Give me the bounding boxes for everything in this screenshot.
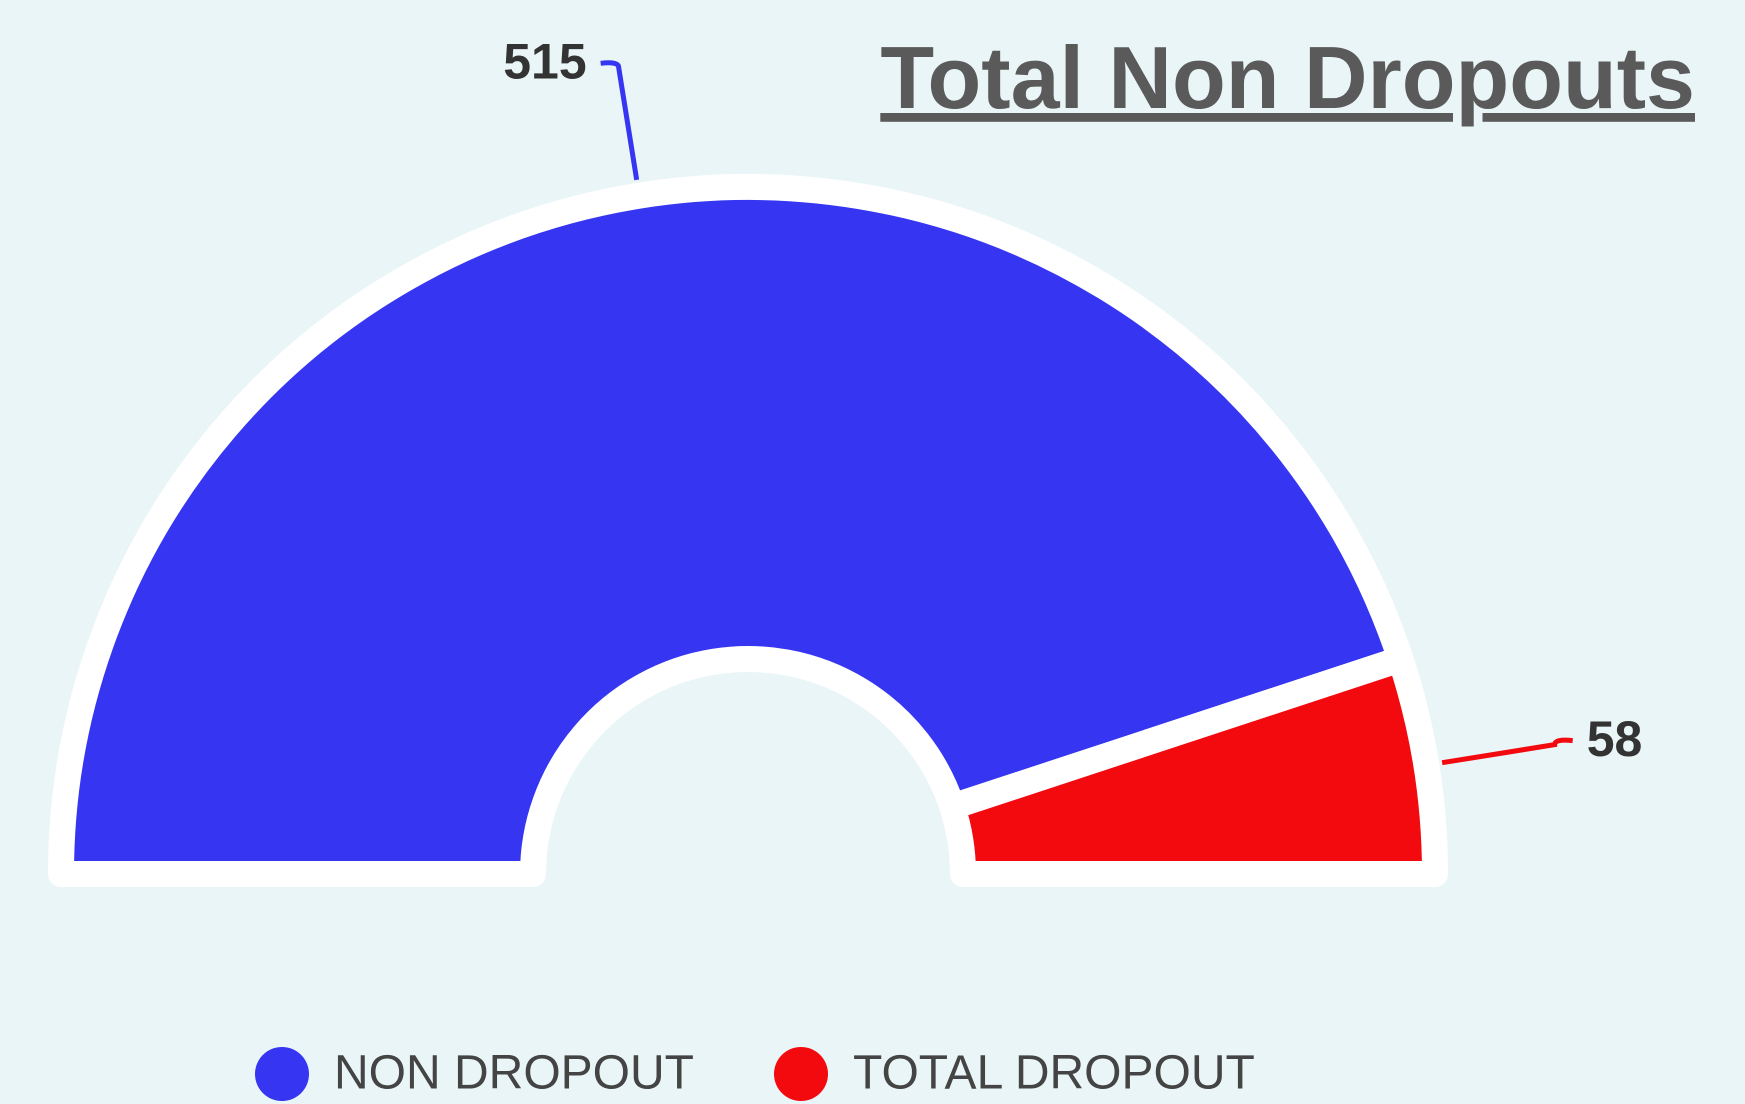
slice [48,174,1414,887]
legend: NON DROPOUT TOTAL DROPOUT [255,1047,1255,1101]
legend-swatch [255,1047,309,1101]
legend-swatch [774,1047,828,1101]
legend-label: TOTAL DROPOUT [853,1047,1255,1100]
legend-label: NON DROPOUT [334,1047,694,1100]
labels: 515 58 [503,34,1642,767]
value-label: 58 [1587,711,1643,767]
chart-title: Total Non Dropouts [880,28,1695,127]
slice [939,646,1448,887]
slices [48,174,1448,887]
leader-line [600,60,640,181]
leader-line [1441,737,1573,766]
value-label: 515 [503,34,586,90]
